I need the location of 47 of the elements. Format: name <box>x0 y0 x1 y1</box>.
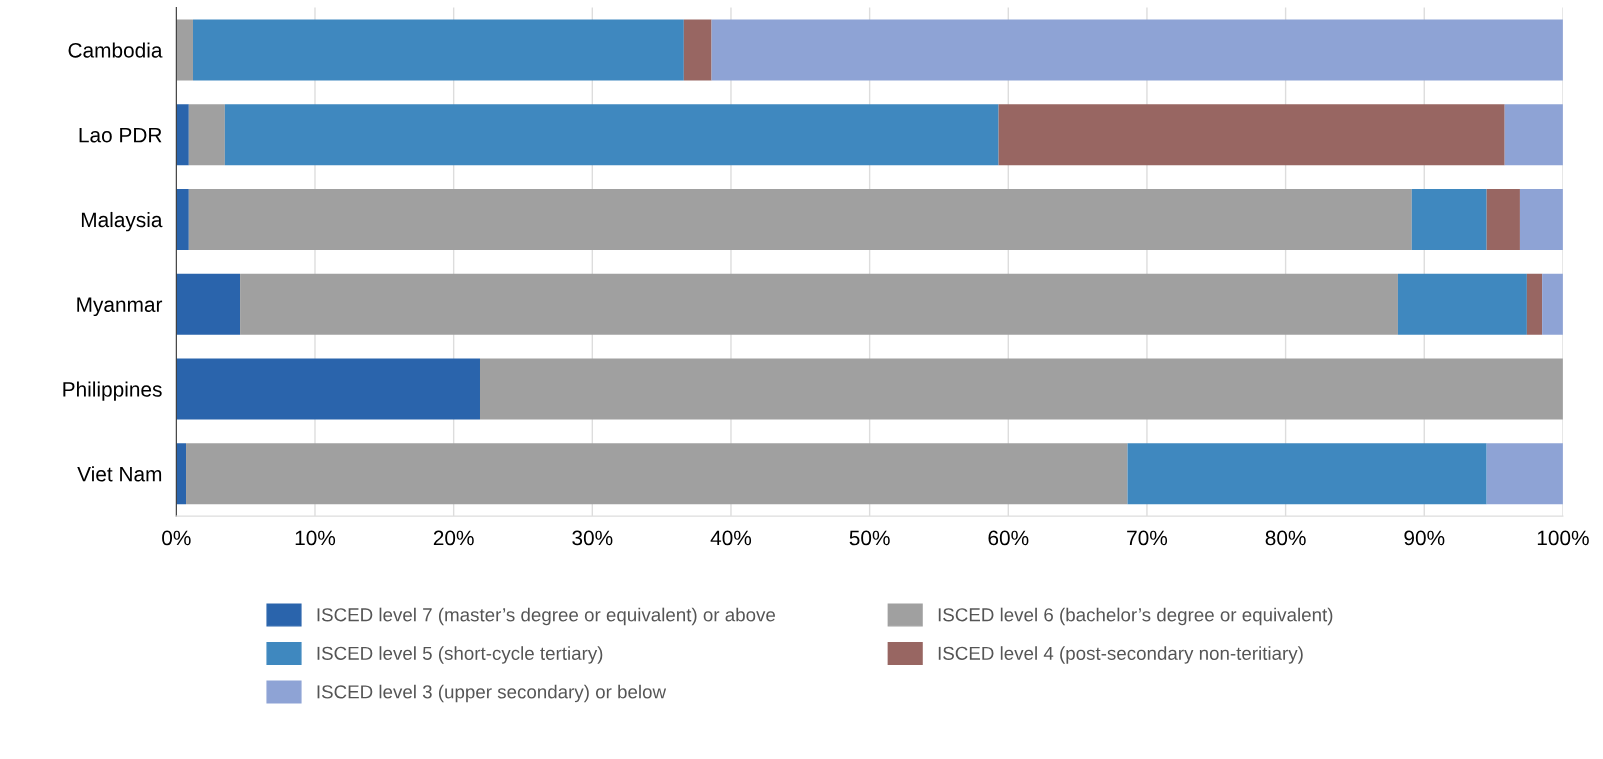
bar <box>1486 443 1563 505</box>
bar <box>1486 188 1520 250</box>
bar <box>1542 273 1563 335</box>
x-tick-label: 0% <box>162 530 191 546</box>
bar <box>240 273 1398 335</box>
x-tick-label: 60% <box>988 530 1029 546</box>
y-tick-label: Myanmar <box>77 297 163 317</box>
bar <box>683 19 712 81</box>
x-tick-label: 10% <box>295 530 336 546</box>
y-tick-label: Malaysia <box>81 211 163 232</box>
bar <box>192 19 684 81</box>
bar <box>176 443 187 505</box>
legend-label: ISCED level 6 (bachelor’s degree or equivalent) <box>938 607 1333 626</box>
x-tick-label: 80% <box>1265 530 1306 546</box>
x-tick-label: 30% <box>572 530 613 546</box>
bar <box>1127 443 1487 505</box>
bar <box>224 104 999 166</box>
bar <box>711 19 1563 81</box>
bar <box>176 273 241 335</box>
y-tick-label: Viet Nam <box>77 466 162 482</box>
legend-label: ISCED level 7 (master’s degree or equivalent) or above <box>317 607 776 626</box>
x-tick-label: 40% <box>710 530 752 546</box>
y-tick-label: Lao PDR <box>79 127 162 143</box>
legend-label: ISCED level 5 (short-cycle tertiary) <box>317 646 603 664</box>
y-tick-label: Cambodia <box>68 42 163 58</box>
bar <box>188 104 225 166</box>
legend-label: ISCED level 4 (post-secondary non-teritiary) <box>938 646 1303 664</box>
legend-label: ISCED level 3 (upper secondary) or below <box>317 684 667 703</box>
x-tick-label: 90% <box>1404 530 1445 546</box>
bar <box>1526 273 1543 335</box>
bar <box>1519 188 1563 250</box>
x-tick-label: 50% <box>849 530 890 546</box>
bar <box>176 104 189 166</box>
bar <box>1411 188 1487 250</box>
bar <box>1504 104 1563 166</box>
x-tick-label: 20% <box>433 530 474 546</box>
bar <box>176 188 189 250</box>
bar <box>188 188 1412 250</box>
bar <box>479 358 1563 420</box>
bar <box>1397 273 1527 335</box>
bar <box>998 104 1505 166</box>
x-tick-label: 100% <box>1537 530 1589 546</box>
bar <box>176 19 193 81</box>
bar <box>176 358 480 420</box>
x-tick-label: 70% <box>1127 530 1168 546</box>
y-tick-label: Philippines <box>63 381 162 401</box>
bar <box>186 443 1128 505</box>
